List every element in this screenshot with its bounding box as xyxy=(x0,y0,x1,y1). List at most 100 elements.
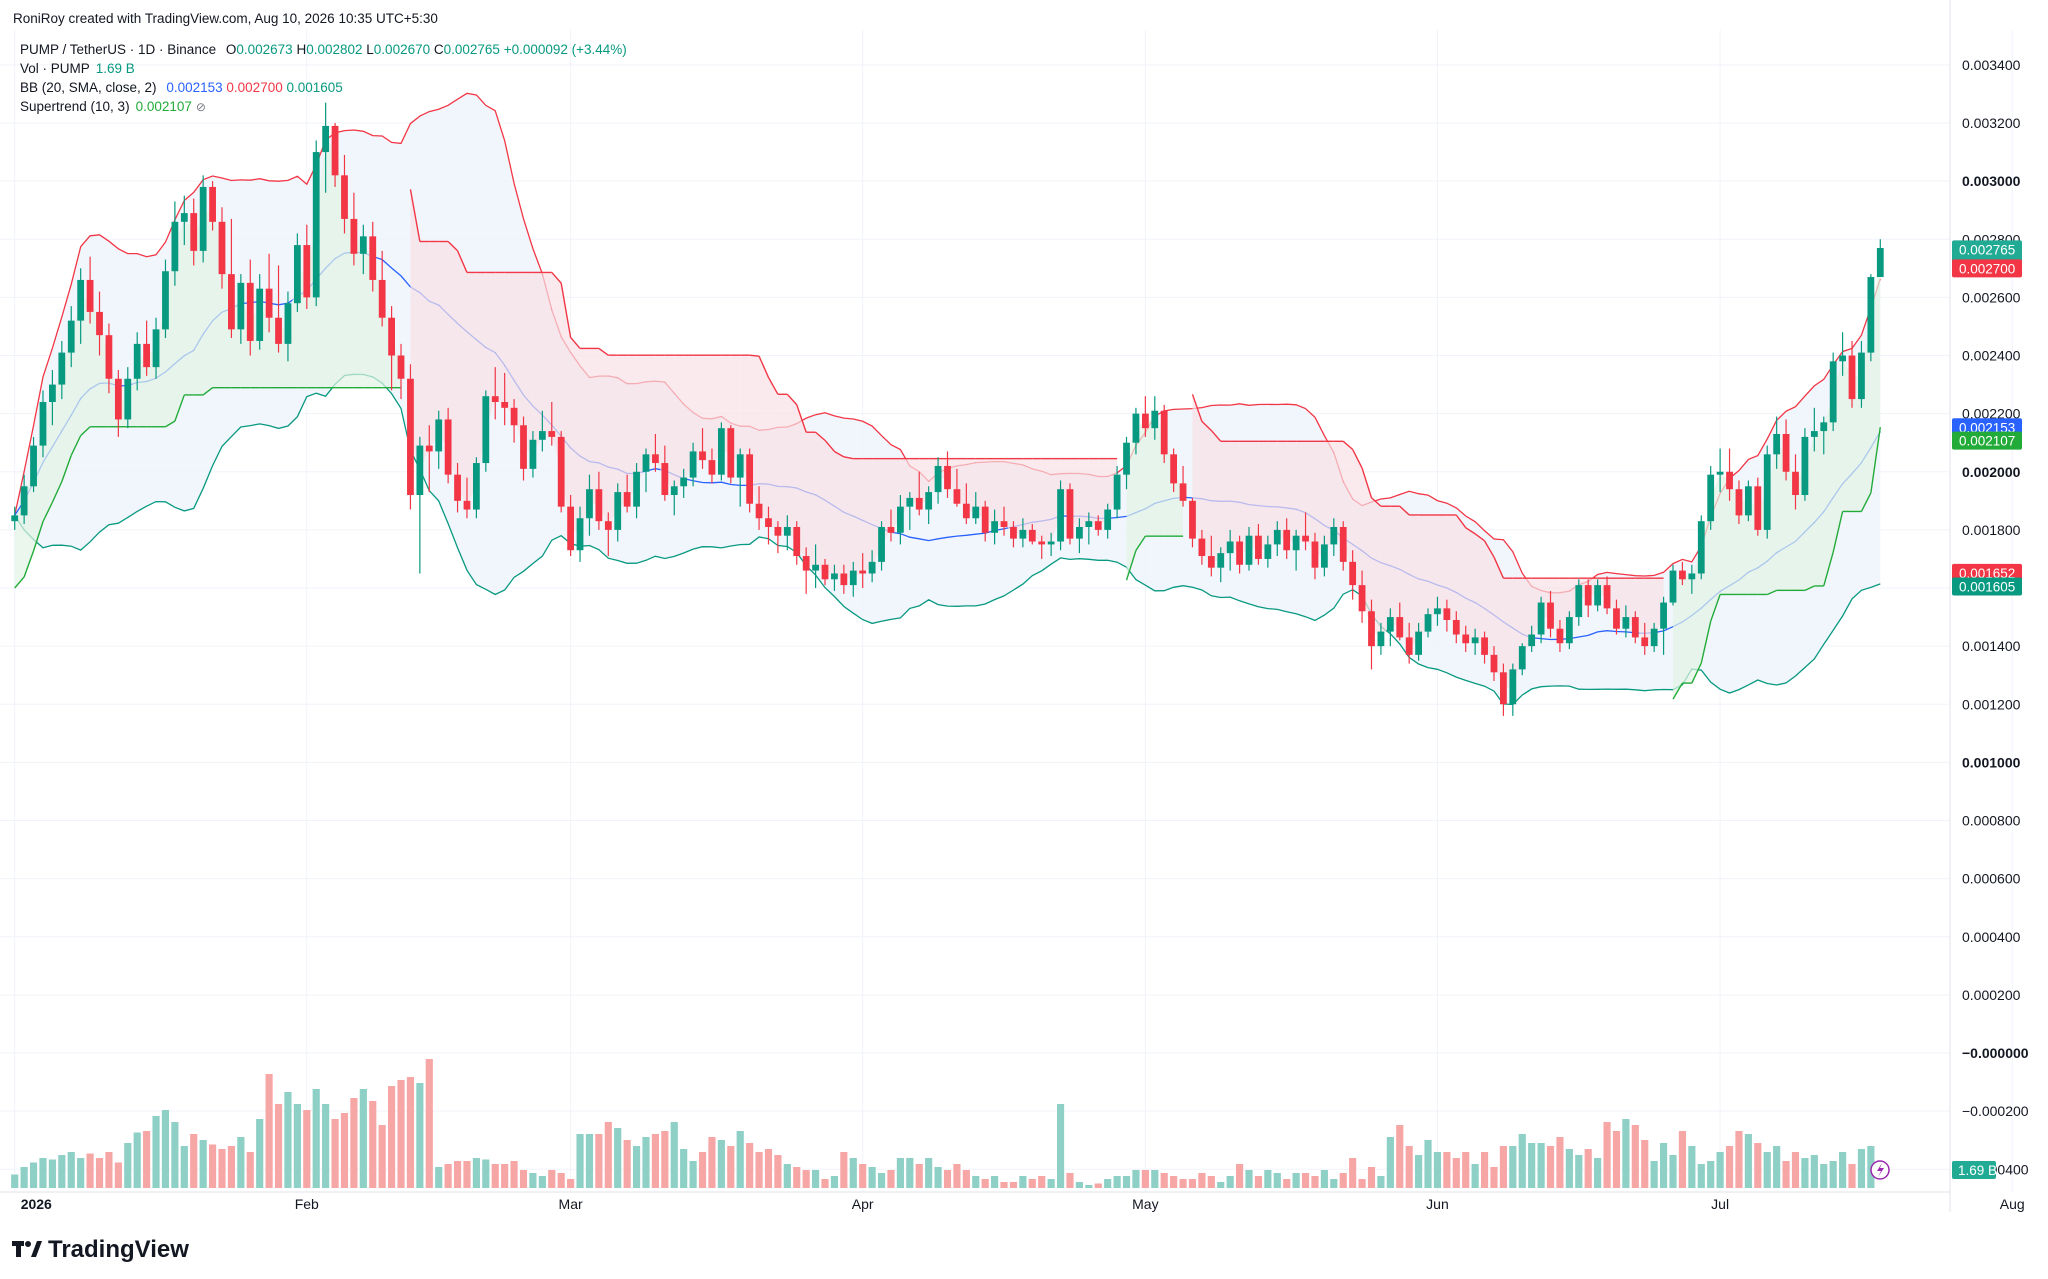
candle-body xyxy=(1151,410,1159,429)
candle-body xyxy=(228,274,235,330)
volume-bar xyxy=(1509,1146,1517,1188)
supertrend-fill xyxy=(1776,444,1787,591)
high-value: 0.002802 xyxy=(306,42,363,57)
candle-body xyxy=(435,419,443,452)
candle-body xyxy=(953,489,961,504)
price-badge-bg xyxy=(1952,259,2022,278)
candle-body xyxy=(1019,529,1027,539)
eye-slash-icon[interactable]: ⊘ xyxy=(195,100,206,114)
candle-body xyxy=(1141,413,1149,429)
supertrend-indicator-name[interactable]: Supertrend (10, 3) xyxy=(20,99,130,114)
candle-body xyxy=(1038,541,1046,545)
supertrend-fill xyxy=(683,355,694,482)
candle-body xyxy=(1198,538,1206,557)
volume-bar xyxy=(190,1134,198,1188)
candle-body xyxy=(359,236,367,254)
supertrend-fill xyxy=(551,272,562,472)
supertrend-fill xyxy=(1814,426,1824,586)
supertrend-fill xyxy=(862,458,873,573)
volume-bar xyxy=(1226,1176,1234,1188)
supertrend-value: 0.002107 xyxy=(135,99,192,114)
candle-body xyxy=(237,282,245,330)
volume-bar xyxy=(962,1170,970,1188)
candle-body xyxy=(746,454,754,504)
tradingview-logo-icon xyxy=(12,1237,42,1263)
supertrend-line xyxy=(598,347,609,356)
volume-bar xyxy=(877,1173,886,1188)
y-tick-label: 0.002400 xyxy=(1962,348,2021,364)
volume-indicator-name[interactable]: Vol · PUMP xyxy=(20,61,90,76)
volume-bar xyxy=(246,1152,254,1188)
volume-bar xyxy=(755,1152,763,1188)
volume-bar xyxy=(991,1176,999,1188)
supertrend-line xyxy=(1483,540,1495,558)
candle-body xyxy=(991,521,999,533)
x-tick-label: Mar xyxy=(559,1196,583,1212)
candle-body xyxy=(783,526,791,536)
candle-body xyxy=(812,564,819,571)
supertrend-fill xyxy=(1267,441,1278,552)
volume-bar xyxy=(887,1170,895,1188)
tradingview-brand[interactable]: TradingView xyxy=(12,1236,189,1264)
supertrend-fill xyxy=(1314,441,1325,557)
open-value: 0.002673 xyxy=(236,42,293,57)
volume-bar xyxy=(1367,1167,1376,1188)
candle-body xyxy=(1226,541,1234,554)
volume-bar xyxy=(397,1080,405,1188)
candle-body xyxy=(1782,433,1790,472)
candle-body xyxy=(1377,631,1385,647)
supertrend-fill xyxy=(1230,441,1240,554)
volume-bar xyxy=(265,1074,273,1188)
supertrend-fill xyxy=(1673,574,1683,700)
volume-bar xyxy=(1820,1164,1828,1188)
supertrend-fill xyxy=(1013,458,1023,535)
supertrend-fill xyxy=(1437,514,1447,615)
supertrend-fill xyxy=(1682,574,1692,684)
candle-body xyxy=(896,506,904,533)
candle-body xyxy=(1509,669,1517,705)
candle-body xyxy=(1094,521,1102,530)
volume-bar xyxy=(114,1162,122,1188)
volume-bar xyxy=(378,1125,386,1188)
symbol-title[interactable]: PUMP / TetherUS · 1D · Binance xyxy=(20,42,217,57)
chart-credit: RoniRoy created with TradingView.com, Au… xyxy=(13,11,438,26)
volume-bar xyxy=(1188,1179,1197,1188)
volume-bar xyxy=(180,1146,188,1188)
bb-lower-value: 0.001605 xyxy=(286,80,343,95)
candle-body xyxy=(1160,410,1168,455)
candle-body xyxy=(1820,422,1828,432)
supertrend-line xyxy=(409,189,421,242)
bb-indicator-name[interactable]: BB (20, SMA, close, 2) xyxy=(20,80,157,95)
volume-bar xyxy=(1603,1122,1611,1188)
price-axis[interactable]: 0.0034000.0032000.0030000.0028000.002600… xyxy=(1870,0,2029,1212)
lightning-icon[interactable] xyxy=(1870,1160,1890,1180)
volume-bar xyxy=(1839,1152,1847,1188)
volume-bar xyxy=(256,1119,264,1188)
candle-body xyxy=(491,396,499,403)
volume-bar xyxy=(830,1176,839,1188)
candle-body xyxy=(96,311,103,336)
volume-bar xyxy=(1320,1170,1328,1188)
candle-body xyxy=(1594,585,1602,606)
candle-body xyxy=(1669,570,1677,603)
candle-body xyxy=(1302,535,1309,542)
y-tick-label: 0.000600 xyxy=(1962,871,2021,887)
volume-bar xyxy=(58,1155,66,1188)
candle-body xyxy=(397,355,405,379)
candle-body xyxy=(1057,489,1064,542)
volume-bar xyxy=(1631,1125,1639,1188)
time-axis[interactable]: 2026 Feb Mar Apr May Jun Jul Aug xyxy=(0,1191,2025,1212)
volume-bar xyxy=(1019,1176,1027,1188)
supertrend-line xyxy=(749,354,760,357)
low-value: 0.002670 xyxy=(373,42,431,57)
supertrend-line xyxy=(1135,535,1146,551)
volume-bar xyxy=(453,1161,462,1188)
volume-bar xyxy=(1132,1170,1140,1188)
volume-bar xyxy=(915,1164,923,1188)
volume-bar xyxy=(1236,1164,1244,1188)
price-badge-label: 0.002153 xyxy=(1959,420,2015,435)
candle-body xyxy=(1170,454,1178,484)
candle-body xyxy=(1104,509,1112,530)
supertrend-fill xyxy=(975,458,986,520)
